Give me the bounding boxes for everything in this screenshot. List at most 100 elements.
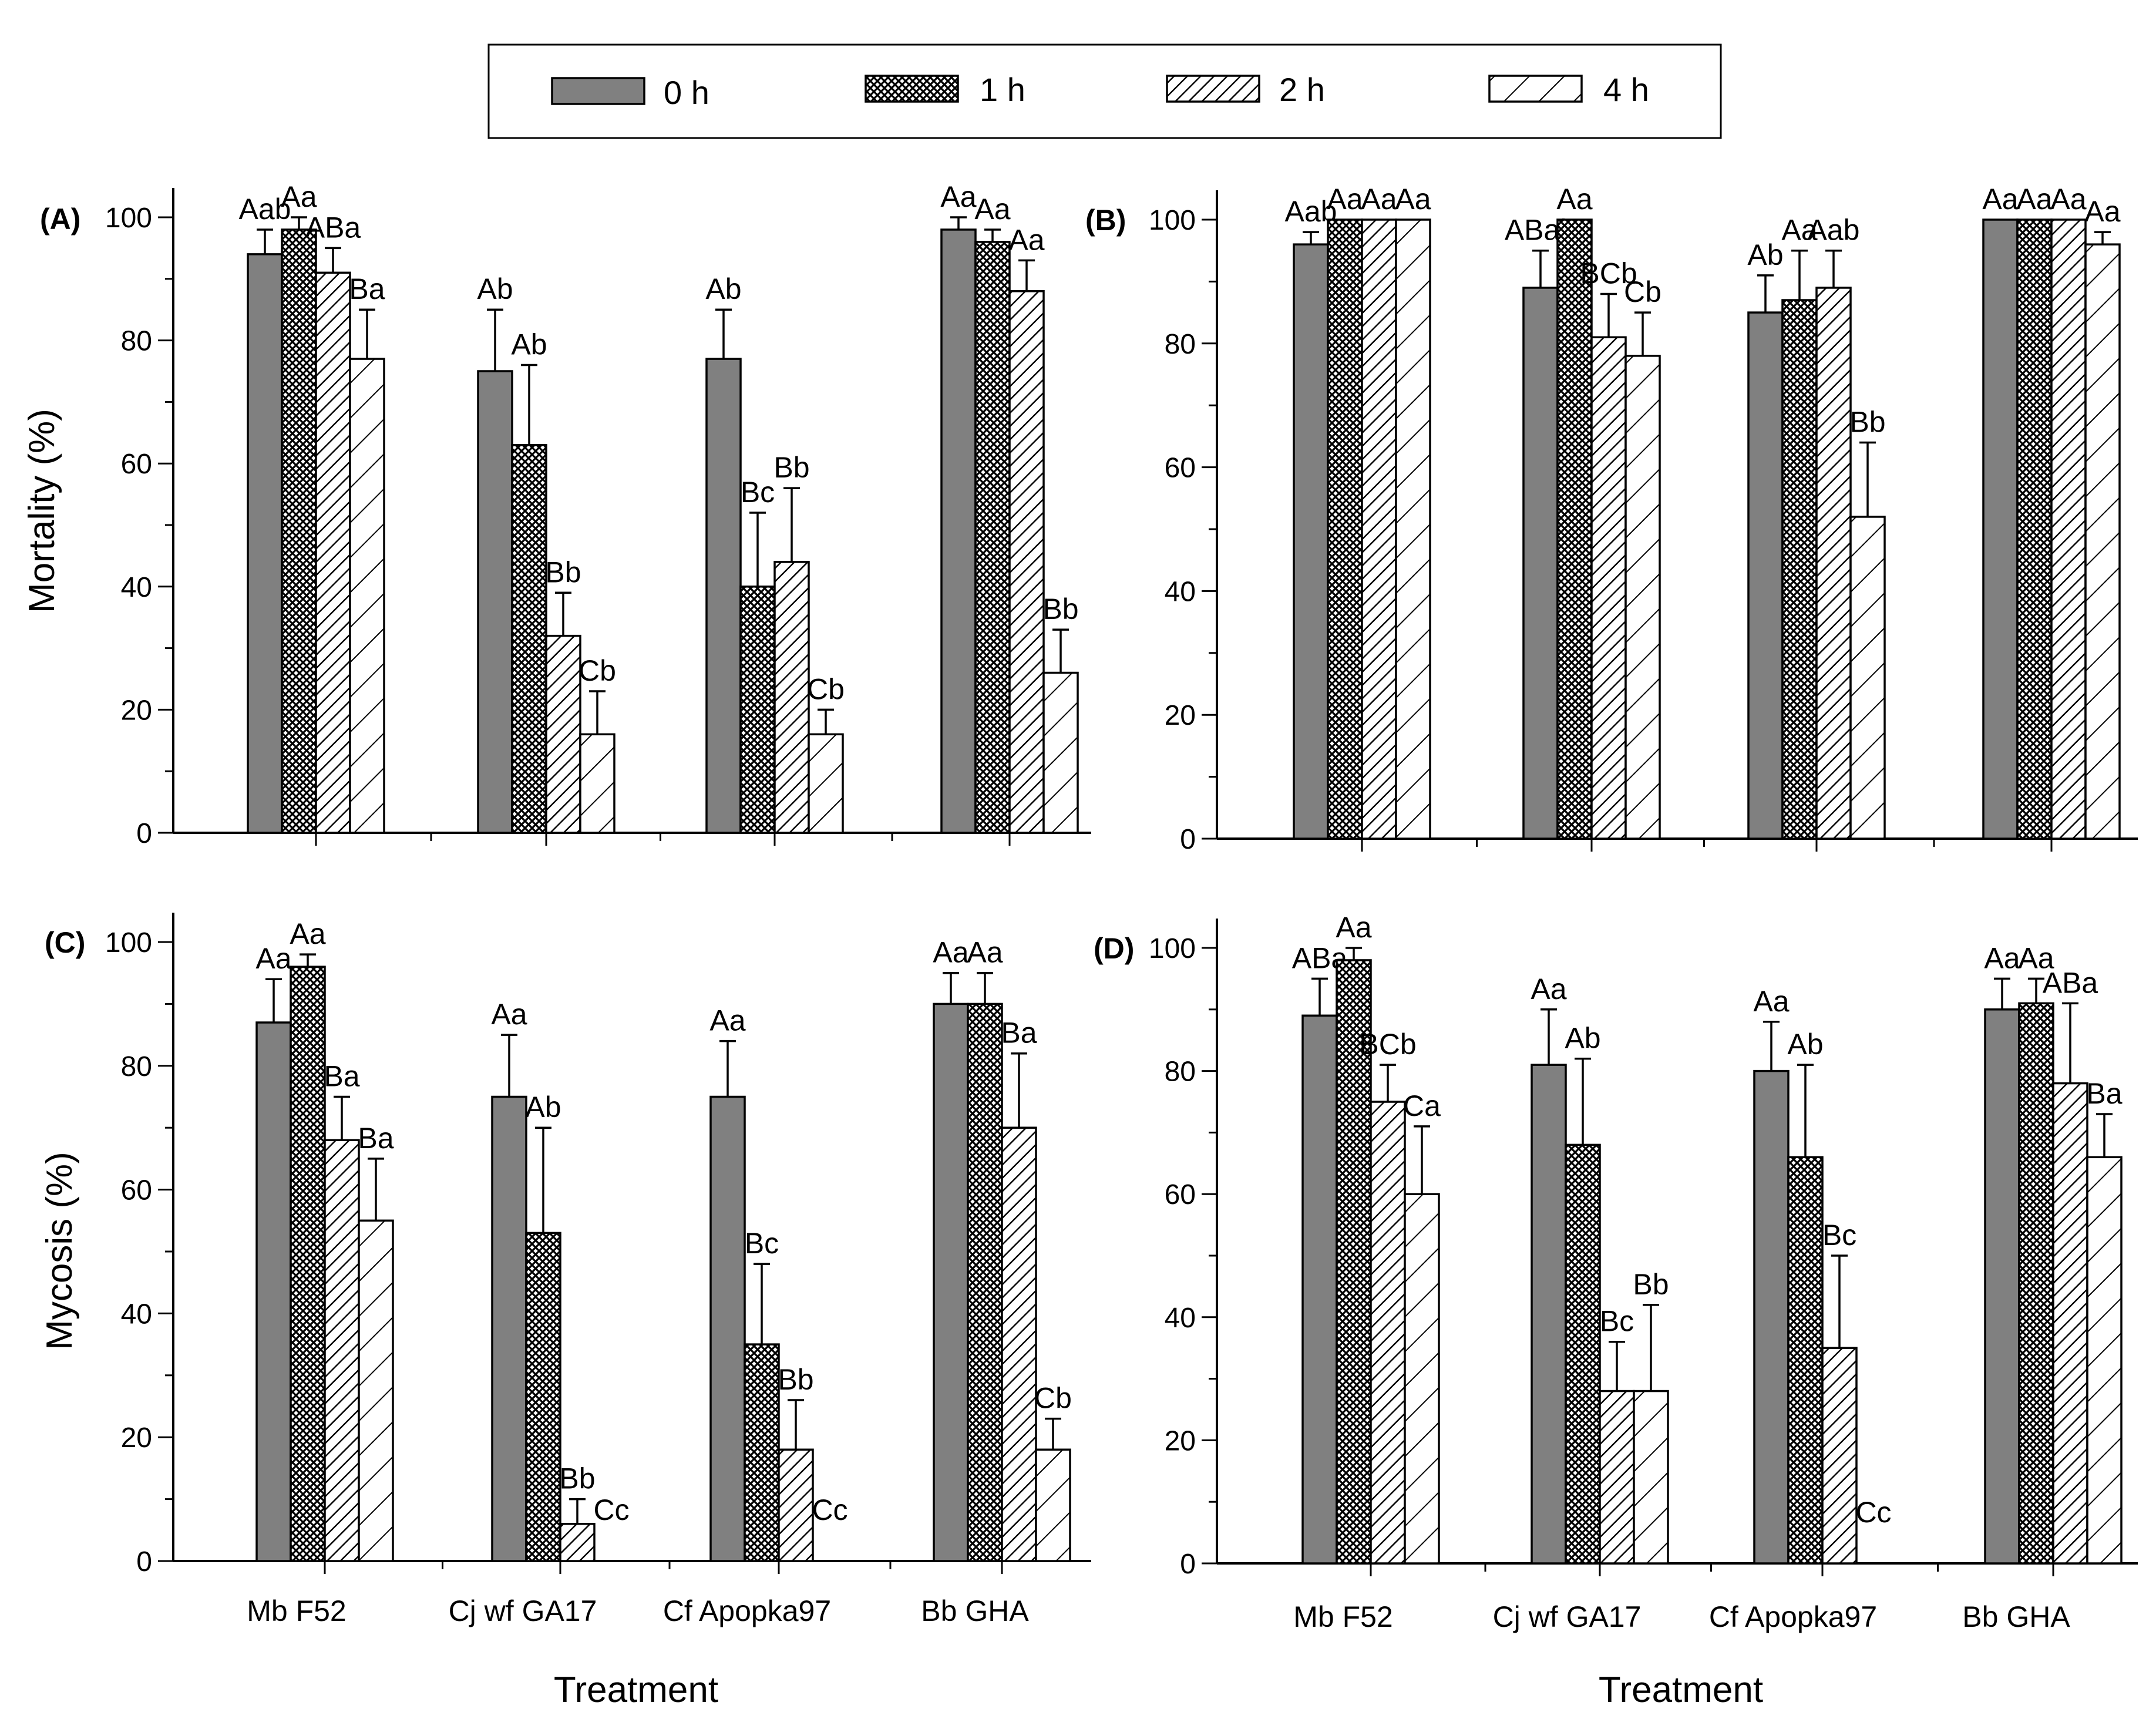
legend-swatch-4h xyxy=(1488,75,1583,103)
bar-a-2h xyxy=(545,634,581,834)
y-tick-label-a: 0 xyxy=(136,818,152,849)
bar-c-2h xyxy=(1001,1126,1037,1562)
y-axis-title-c: Mycosis (%) xyxy=(39,1152,80,1350)
significance-label-b: Bb xyxy=(1849,405,1885,438)
significance-label-a: ABa xyxy=(305,211,361,244)
significance-label-c: Cc xyxy=(593,1493,629,1526)
significance-label-c: Aa xyxy=(290,917,325,950)
bar-a-1h xyxy=(281,228,317,834)
significance-label-d: ABa xyxy=(2043,966,2098,999)
y-tick-label-d: 0 xyxy=(1180,1549,1196,1580)
bar-b-4h xyxy=(1624,355,1661,840)
bar-d-1h xyxy=(1565,1143,1601,1565)
bar-c-2h xyxy=(559,1523,596,1562)
bar-c-1h xyxy=(744,1343,780,1562)
x-axis-title-left: Treatment xyxy=(554,1670,718,1710)
significance-label-a: Cb xyxy=(578,654,616,687)
bar-b-1h xyxy=(2016,218,2053,840)
significance-label-a: Ab xyxy=(511,328,547,361)
significance-label-c: Aa xyxy=(709,1004,745,1037)
x-axis-title-right: Treatment xyxy=(1599,1670,1763,1710)
significance-label-c: Ba xyxy=(1001,1017,1037,1049)
significance-label-c: Ab xyxy=(525,1091,561,1123)
bar-a-0h xyxy=(940,228,977,834)
y-tick-label-c: 100 xyxy=(105,927,152,958)
significance-label-c: Bb xyxy=(778,1363,813,1396)
bar-b-2h xyxy=(1590,336,1627,840)
significance-label-b: Cb xyxy=(1624,275,1661,308)
significance-label-b: Aa xyxy=(1781,214,1817,247)
y-tick-label-a: 80 xyxy=(121,326,152,357)
bar-d-2h xyxy=(1821,1347,1858,1565)
significance-label-a: Aa xyxy=(1008,223,1044,256)
legend-entry-4h: 4 h xyxy=(1488,71,1649,108)
bar-c-0h xyxy=(255,1021,292,1562)
bar-c-4h xyxy=(1035,1448,1071,1562)
bar-a-2h xyxy=(315,271,351,834)
significance-label-a: Bb xyxy=(545,556,581,588)
y-tick-label-c: 80 xyxy=(121,1051,152,1082)
bar-d-0h xyxy=(1753,1069,1790,1565)
bar-d-0h xyxy=(1531,1064,1567,1565)
bar-c-1h xyxy=(525,1232,561,1562)
y-tick-label-a: 100 xyxy=(105,203,152,234)
bar-d-2h xyxy=(1370,1101,1406,1565)
significance-label-b: Aa xyxy=(2050,183,2086,216)
significance-label-a: Cb xyxy=(807,672,845,705)
significance-label-c: Bb xyxy=(559,1462,595,1495)
bar-b-0h xyxy=(1293,243,1329,840)
significance-label-d: Ba xyxy=(2086,1077,2122,1110)
panel-tag-b: (B) xyxy=(1085,204,1126,237)
bar-c-1h xyxy=(290,966,326,1562)
bar-a-1h xyxy=(974,241,1011,834)
significance-label-d: Aa xyxy=(2018,941,2054,974)
legend-label-2h: 2 h xyxy=(1279,71,1325,108)
y-tick-label-b: 0 xyxy=(1180,824,1196,855)
significance-label-d: Bb xyxy=(1633,1268,1669,1301)
significance-label-c: Aa xyxy=(491,998,527,1031)
significance-label-a: Aa xyxy=(974,193,1010,226)
bar-a-2h xyxy=(1008,290,1045,834)
bar-b-2h xyxy=(1815,287,1852,840)
bar-d-4h xyxy=(1633,1390,1669,1565)
bar-b-4h xyxy=(1849,516,1886,840)
category-label-c: Cf Apopka97 xyxy=(663,1595,831,1627)
bar-a-1h xyxy=(511,444,547,834)
bar-b-0h xyxy=(1522,287,1559,840)
bar-a-4h xyxy=(579,733,615,834)
bar-b-2h xyxy=(2050,218,2087,840)
significance-label-d: Bc xyxy=(1822,1219,1856,1252)
significance-label-a: Aa xyxy=(940,180,976,213)
bar-d-4h xyxy=(2086,1156,2123,1565)
legend-swatch-1h xyxy=(865,75,959,103)
significance-label-b: Aa xyxy=(1327,183,1363,216)
bar-d-0h xyxy=(1301,1014,1338,1565)
significance-label-b: Aab xyxy=(1808,214,1860,247)
category-label-d: Mb F52 xyxy=(1293,1600,1393,1633)
significance-label-a: Ab xyxy=(705,273,741,305)
significance-label-d: Aa xyxy=(1531,973,1566,1005)
bar-d-0h xyxy=(1984,1008,2020,1565)
significance-label-a: Aa xyxy=(281,180,317,213)
significance-label-b: Aa xyxy=(2016,183,2052,216)
panel-tag-d: (D) xyxy=(1094,932,1134,965)
bar-d-1h xyxy=(2018,1002,2054,1565)
category-label-d: Cj wf GA17 xyxy=(1493,1600,1642,1633)
significance-label-a: Ba xyxy=(349,273,385,305)
bar-c-4h xyxy=(358,1219,394,1562)
significance-label-d: BCb xyxy=(1359,1028,1416,1061)
bar-b-2h xyxy=(1361,218,1397,840)
bar-a-1h xyxy=(739,586,776,834)
significance-label-a: Ab xyxy=(477,273,513,305)
y-tick-label-d: 80 xyxy=(1165,1057,1196,1088)
panel-d-mycosis: (D) 0 20 40 60 80 100 Mb F52 Cj wf GA17 Cf Apopka… xyxy=(1094,911,2138,1633)
bar-c-2h xyxy=(324,1139,360,1562)
significance-label-a: Aab xyxy=(239,193,291,226)
significance-label-c: Aa xyxy=(933,936,968,969)
significance-label-d: Aa xyxy=(1753,985,1789,1018)
significance-label-d: Ab xyxy=(1787,1028,1823,1061)
y-tick-label-b: 20 xyxy=(1165,700,1196,731)
bar-a-4h xyxy=(1042,671,1079,834)
